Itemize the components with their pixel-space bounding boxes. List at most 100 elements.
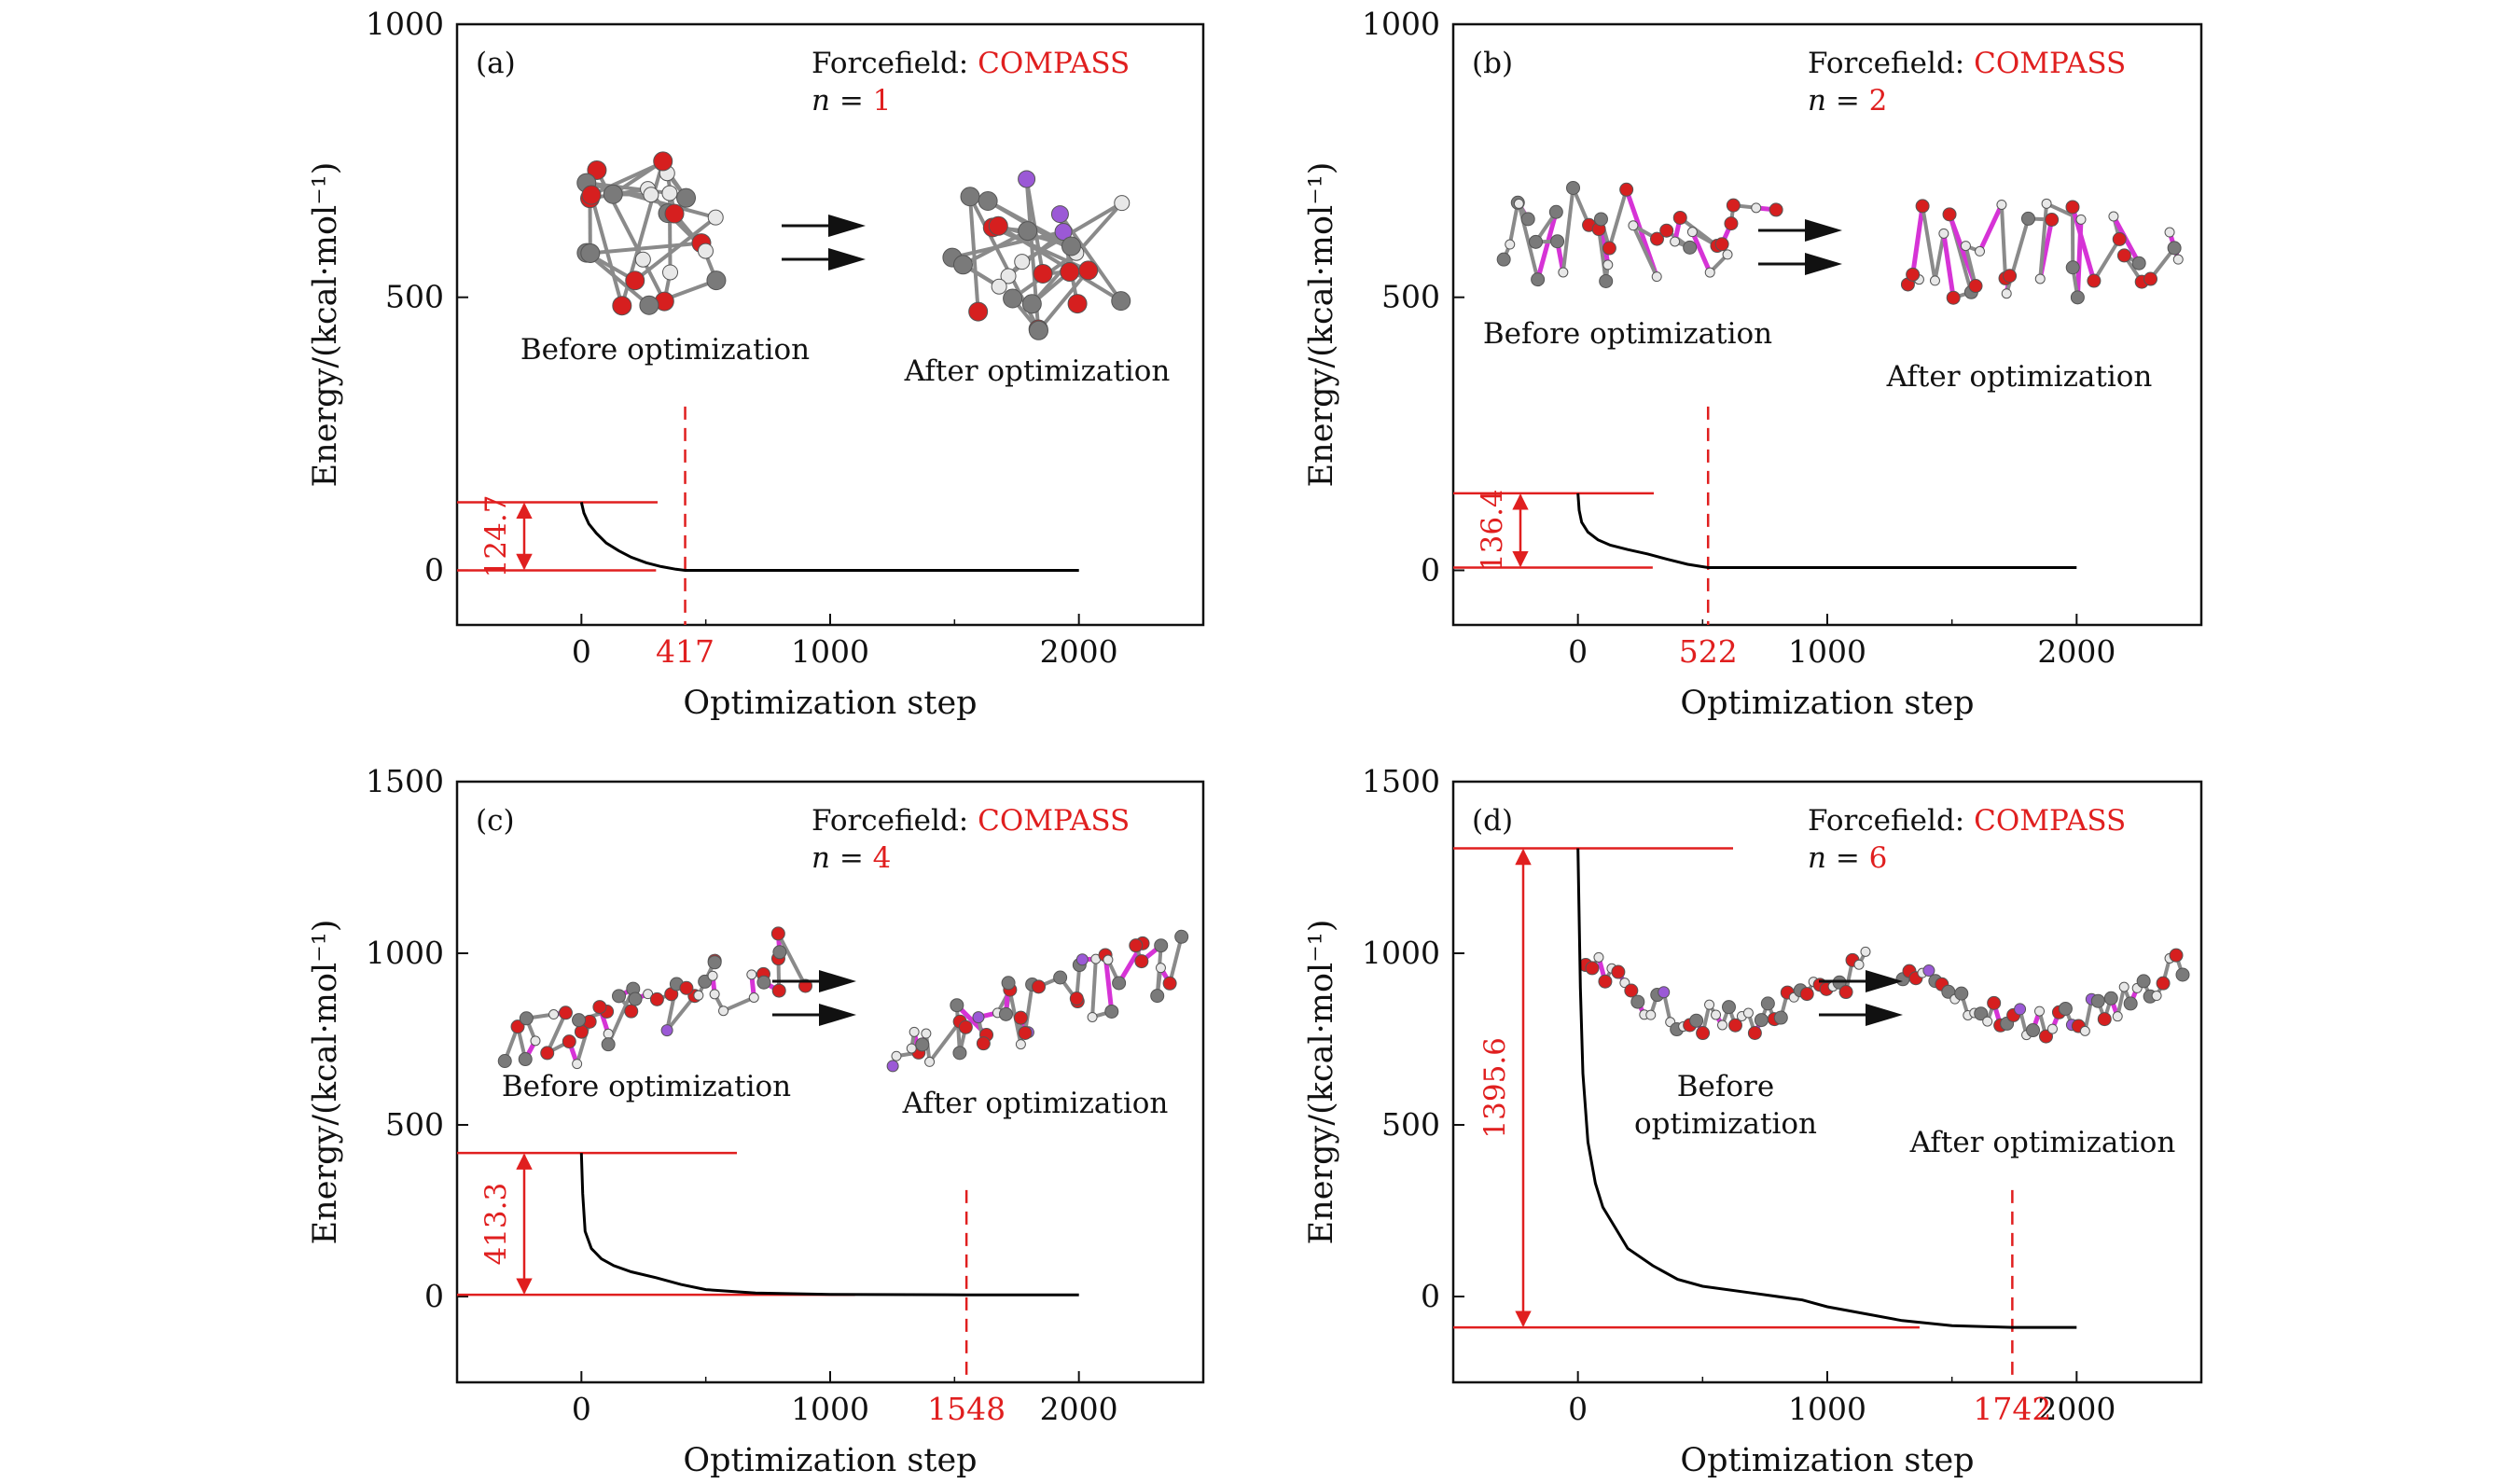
panel-c-xlabel: Optimization step: [683, 1442, 977, 1479]
panel-d-after-molecule-atom: [2112, 1011, 2123, 1022]
panel-a-after-molecule-atom: [1021, 294, 1042, 314]
panel-c-ytick-label: 1000: [366, 935, 444, 971]
panel-a-ylabel: Energy/(kcal·mol⁻¹): [307, 162, 344, 488]
panel-a-before-molecule-atom: [581, 185, 602, 205]
panel-d-after-molecule-atom: [2103, 991, 2118, 1006]
panel-b-n: n = 2: [1808, 84, 1887, 118]
panel-c-after-molecule-atom: [1032, 979, 1046, 994]
panel-b-xtick-label: 1000: [1788, 633, 1866, 670]
panel-d-before-molecule-atom: [1860, 946, 1871, 957]
panel-c-n: n = 4: [812, 841, 891, 875]
panel-c-before-molecule-bond: [776, 932, 808, 987]
panel-a-n-label: n =: [812, 84, 873, 118]
panel-c-before-molecule-bond: [665, 994, 697, 1032]
panel-a-before-molecule-atom: [603, 184, 623, 204]
panel-c-before-molecule-atom: [601, 1037, 616, 1052]
panel-a-after-molecule-atom: [988, 215, 1008, 236]
panel-c-before-molecule-atom: [770, 926, 785, 941]
panel-d-after-molecule-atom: [2136, 974, 2151, 989]
panel-c-before-molecule-atom: [649, 992, 664, 1006]
panel-b-before-molecule-bond: [1597, 229, 1608, 282]
panel-b-after-molecule-atom: [1974, 245, 1985, 257]
panel-d-before-molecule-atom: [1711, 1009, 1722, 1020]
panel-d-before-molecule-atom: [1742, 1007, 1754, 1019]
panel-b-after-molecule-atom: [1929, 275, 1940, 286]
panel-c-after-molecule-atom: [1155, 963, 1166, 974]
panel-a-before-molecule-atom: [625, 270, 645, 291]
panel-c-after-molecule-atom: [952, 1046, 967, 1061]
panel-d-after-molecule-atom: [1974, 1006, 1989, 1021]
panel-a-after-molecule-atom: [1018, 170, 1036, 188]
panel-b-after-molecule-atom: [2065, 260, 2080, 275]
panel-b-before-molecule-atom: [1722, 249, 1733, 260]
panel-d-before-molecule-atom: [1838, 985, 1853, 1000]
panel-b-before-molecule-atom: [1726, 198, 1741, 213]
panel-c-before-molecule-atom: [603, 1028, 614, 1039]
panel-d-before-molecule-atom: [1585, 961, 1600, 976]
panel-a-ytick-label: 500: [385, 279, 444, 315]
panel-a-after-molecule-atom: [960, 187, 980, 207]
panel-c-before-molecule-atom: [558, 1006, 573, 1020]
panel-b-before-molecule-atom: [1649, 231, 1664, 246]
panel-b-drop-label: 136.4: [1476, 489, 1509, 572]
panel-d-before-molecule-atom: [1773, 1010, 1788, 1025]
panel-c-before-molecule-atom: [698, 974, 713, 989]
panel-b-before-label: Before optimization: [1483, 317, 1772, 351]
panel-a-before-label-line: Before optimization: [520, 333, 810, 367]
panel-d-before-label: Before optimization: [1634, 1070, 1817, 1141]
panel-a-xtick-label: 0: [572, 633, 591, 670]
panel-a-after-molecule-atom: [1014, 254, 1031, 270]
panel-c-after-molecule-atom: [1087, 1011, 1098, 1022]
panel-c-before-molecule-atom: [519, 1011, 534, 1026]
panel-d-ytick-label: 0: [1421, 1278, 1440, 1314]
panel-c-after-molecule-atom: [958, 1019, 973, 1034]
panel-d-after-molecule-atom: [2026, 1023, 2041, 1038]
panel-b-before-molecule-atom: [1769, 202, 1783, 217]
panel-a-before-molecule-atom: [664, 203, 685, 224]
panel-c-after-molecule-atom: [976, 1036, 991, 1051]
panel-a-before-molecule-atom: [676, 187, 697, 208]
panel-b-xtick-label: 2000: [2037, 633, 2116, 670]
panel-b-after-molecule-atom: [1996, 199, 2007, 210]
panel-c-n-label: n =: [812, 841, 873, 875]
panel-c-forcefield-value: COMPASS: [978, 804, 1130, 838]
panel-c-forcefield: Forcefield: COMPASS: [812, 804, 1130, 838]
panel-d-before-molecule-atom: [1727, 1018, 1742, 1033]
panel-c-label: (c): [476, 804, 515, 838]
panel-a-before-molecule-atom: [643, 187, 659, 203]
panel-b-before-molecule-atom: [1704, 267, 1715, 278]
panel-b-after-molecule-atom: [1946, 290, 1961, 305]
panel-b-before-molecule-atom: [1520, 212, 1535, 227]
panel-c-after-molecule-atom: [998, 1006, 1013, 1021]
panel-c-before-molecule-atom: [709, 989, 720, 1000]
panel-d-before-molecule-atom: [1689, 1013, 1704, 1028]
panel-c-after-molecule-bond: [1023, 984, 1034, 1033]
panel-a-after-molecule-atom: [1061, 236, 1081, 257]
panel-d-before-molecule-atom: [1658, 986, 1671, 999]
panel-c-process-arrow-head: [819, 1004, 856, 1026]
panel-c-after-molecule-atom: [1134, 954, 1149, 969]
panel-d-before-molecule-atom: [1721, 1000, 1736, 1015]
panel-b-after-molecule-atom: [2041, 198, 2052, 209]
panel-c-n-value: 4: [873, 841, 892, 875]
panel-d-xtick-label: 0: [1568, 1391, 1588, 1427]
panel-b-before-molecule-atom: [1513, 198, 1524, 209]
panel-c-after-molecule-atom: [891, 1050, 902, 1061]
panel-c-before-molecule-atom: [771, 983, 786, 998]
panel-d-after-molecule-atom: [2118, 981, 2129, 992]
panel-c-after-molecule-atom: [1018, 1025, 1033, 1040]
panel-c-after-molecule-atom: [921, 1028, 932, 1039]
panel-b-after-molecule-bond: [1910, 205, 1925, 275]
panel-a-process-arrow-head: [828, 215, 866, 237]
panel-a-before-molecule-atom: [580, 243, 601, 263]
panel-d-after-molecule-atom: [2079, 1025, 2090, 1036]
panel-a-after-molecule-atom: [1018, 221, 1038, 242]
panel-b-before-molecule-atom: [1672, 210, 1687, 225]
panel-d-ytick-label: 1500: [1362, 763, 1440, 799]
panel-a-before-label: Before optimization: [520, 333, 810, 367]
panel-b-after-molecule-atom: [2112, 231, 2127, 246]
panel-a-before-molecule-atom: [697, 243, 714, 259]
panel-d-after-molecule-atom: [2123, 996, 2138, 1011]
panel-b-after-molecule-bond: [1933, 233, 1946, 282]
panel-c-after-molecule-atom: [1104, 1004, 1119, 1019]
